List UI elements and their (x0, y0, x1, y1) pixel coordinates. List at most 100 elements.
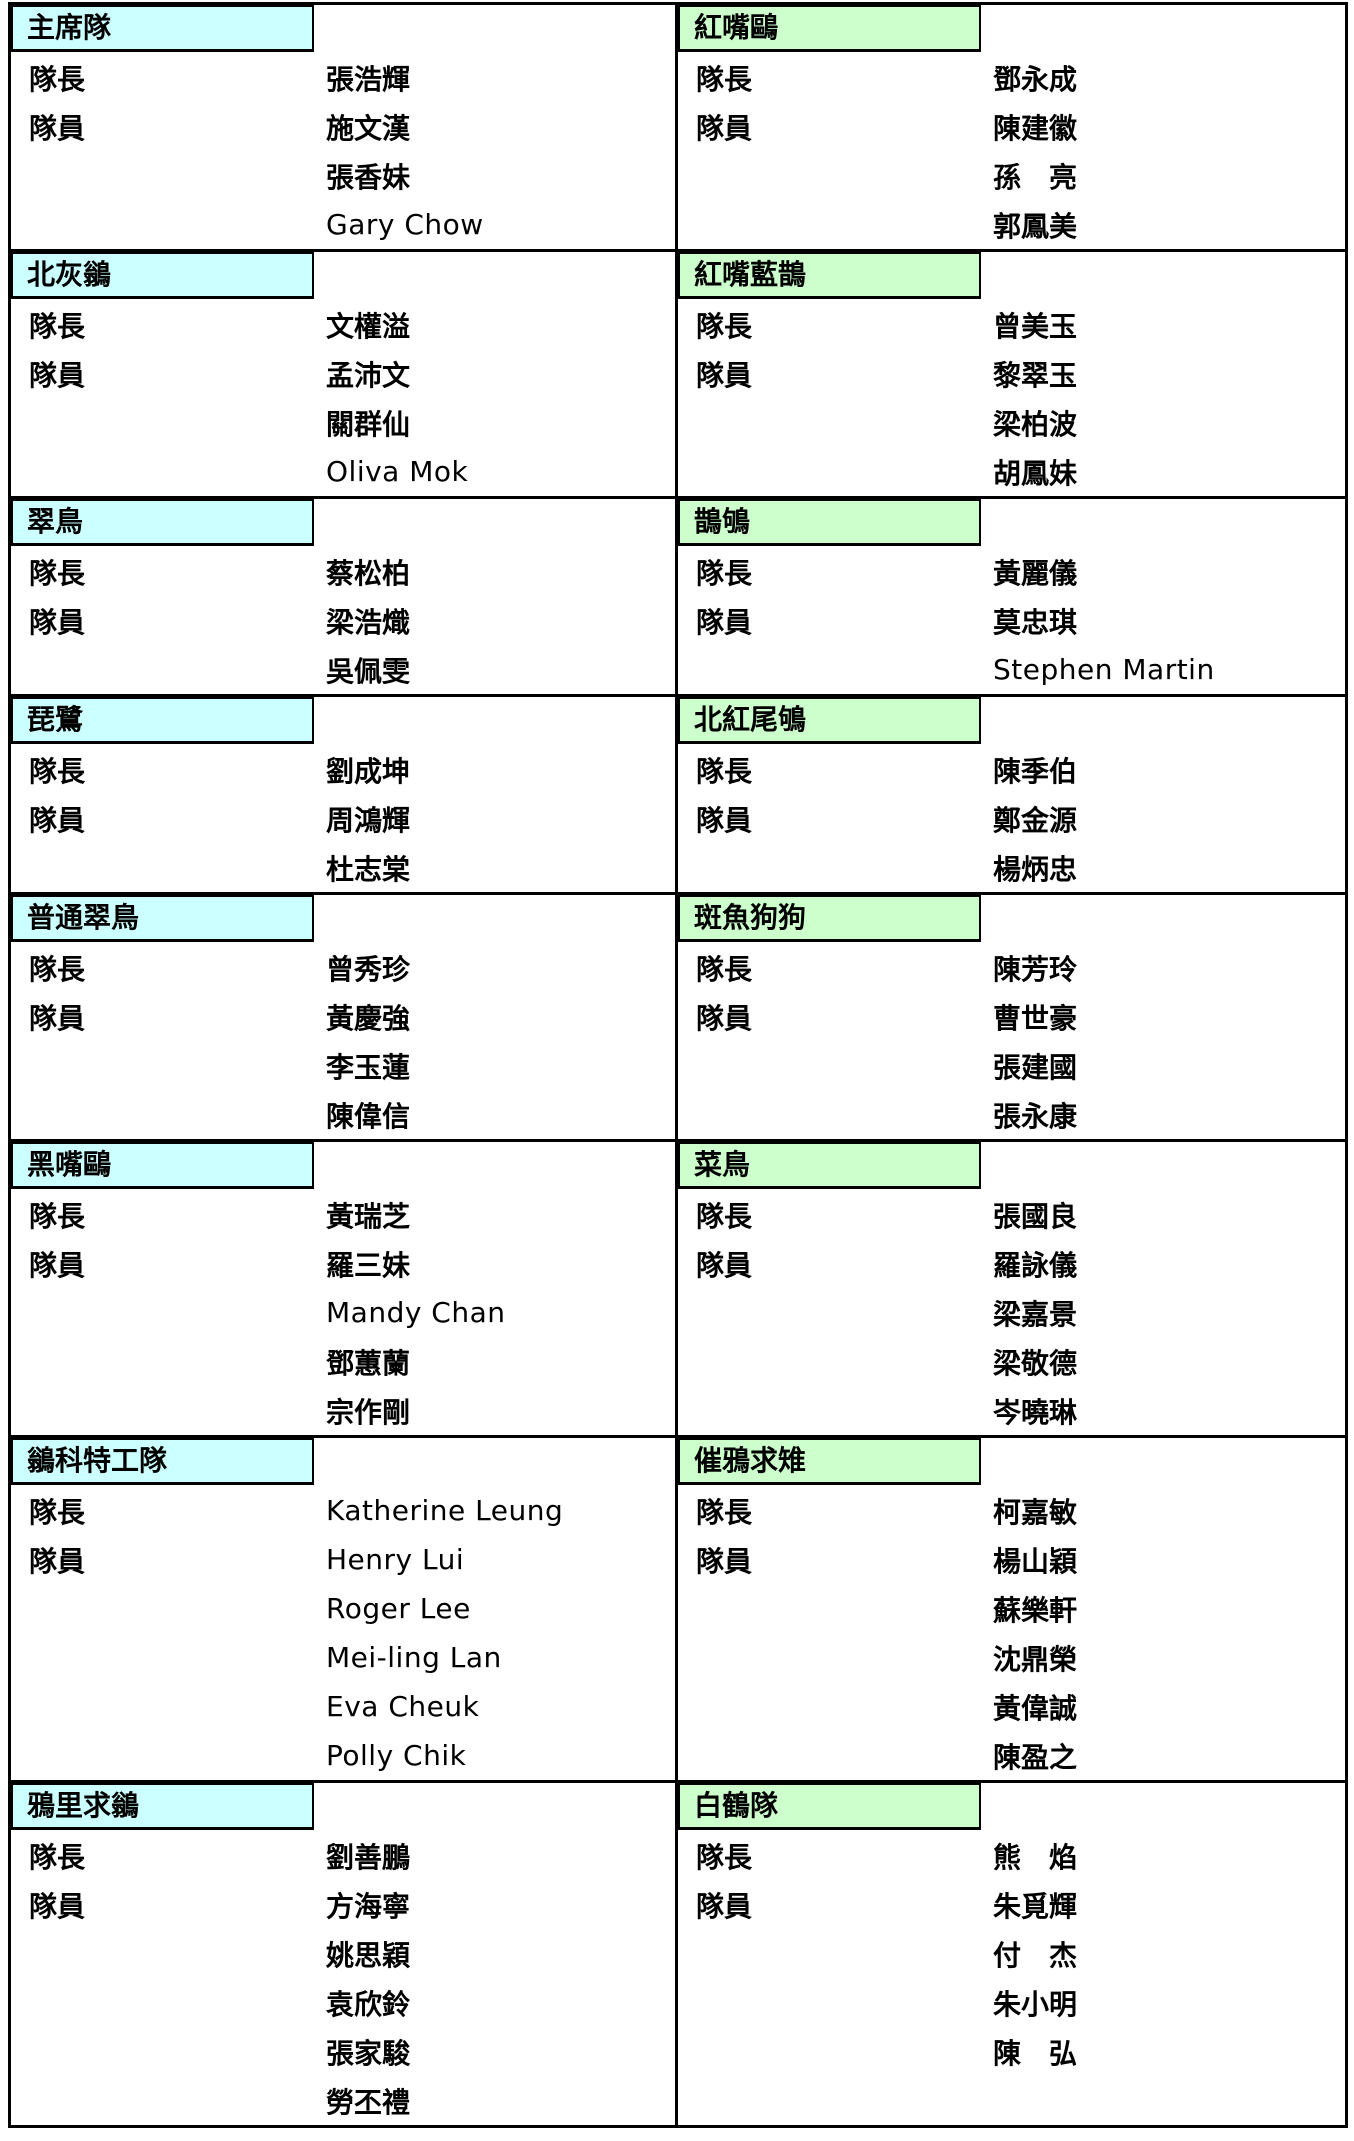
person-name: 岑曉琳 (993, 1395, 1078, 1429)
role-label: 隊員 (29, 803, 86, 837)
person-name: 蔡松柏 (326, 556, 411, 590)
person-name: 梁浩熾 (326, 605, 411, 639)
role-label: 隊員 (696, 111, 753, 145)
person-name: 方海寧 (326, 1889, 411, 1923)
person-name: 吳佩雯 (326, 654, 411, 688)
team-name-header: 翠鳥 (11, 499, 314, 546)
role-label: 隊員 (29, 1544, 86, 1578)
team-block-left: 主席隊 隊長 張浩輝 隊員 施文漢 張香妹 Gary Chow (11, 5, 678, 249)
person-name: 朱小明 (993, 1987, 1078, 2021)
member-row: 陳 弘 (678, 2027, 1345, 2076)
person-name: 梁嘉景 (993, 1297, 1078, 1331)
team-block-right: 催鴉求雉 隊長 柯嘉敏 隊員 楊山穎 蘇樂軒 沈鼎榮 黃偉誠 陳盈之 (678, 1438, 1345, 1780)
member-row: 鄧蕙蘭 (11, 1337, 675, 1386)
member-row: Polly Chik (11, 1731, 675, 1780)
member-row: Mandy Chan (11, 1288, 675, 1337)
member-row: 陳盈之 (678, 1731, 1345, 1780)
role-label: 隊長 (696, 1840, 753, 1874)
role-label: 隊長 (696, 1495, 753, 1529)
person-name: 曾秀珍 (326, 952, 411, 986)
member-row: 隊員 方海寧 (11, 1880, 675, 1929)
person-name: 陳盈之 (993, 1740, 1078, 1774)
role-label: 隊員 (696, 1544, 753, 1578)
role-label: 隊長 (696, 309, 753, 343)
person-name: 姚思穎 (326, 1938, 411, 1972)
team-block-left: 鴉里求鶲隊長 劉善鵬隊員 方海寧姚思穎袁欣鈴張家駿勞丕禮 (11, 1783, 678, 2125)
team-header-row: 鴉里求鶲 (11, 1783, 675, 1831)
member-row: 隊員 孟沛文 (11, 349, 675, 398)
team-name-header: 斑魚狗狗 (678, 895, 981, 942)
member-row: 隊員 周鴻輝 (11, 794, 675, 843)
team-block-row: 黑嘴鷗 隊長 黃瑞芝 隊員 羅三妹 Mandy Chan 鄧蕙蘭 宗作剛 菜鳥 隊長 張國良 隊員 羅詠… (11, 1139, 1345, 1435)
member-row: 梁敬德 (678, 1337, 1345, 1386)
member-row: 隊長 張浩輝 (11, 53, 675, 102)
member-row: 隊長 陳芳玲 (678, 943, 1345, 992)
team-name-header: 黑嘴鷗 (11, 1142, 314, 1189)
role-label: 隊長 (696, 952, 753, 986)
person-name: 羅詠儀 (993, 1248, 1078, 1282)
person-name: 付 杰 (993, 1938, 1078, 1972)
member-row: 隊員 楊山穎 (678, 1535, 1345, 1584)
person-name: 梁柏波 (993, 407, 1078, 441)
person-name: 勞丕禮 (326, 2085, 411, 2119)
person-name: 黃瑞芝 (326, 1199, 411, 1233)
member-row: 孫 亮 (678, 151, 1345, 200)
person-name: 黃麗儀 (993, 556, 1078, 590)
member-row: 杜志棠 (11, 843, 675, 892)
member-row: Oliva Mok (11, 447, 675, 496)
person-name: 陳偉信 (326, 1099, 411, 1133)
person-name: 楊炳忠 (993, 852, 1078, 886)
role-label: 隊長 (29, 1840, 86, 1874)
role-label: 隊長 (696, 754, 753, 788)
team-name-header: 主席隊 (11, 5, 314, 52)
role-label: 隊員 (29, 1889, 86, 1923)
person-name: 張浩輝 (326, 62, 411, 96)
member-row: 吳佩雯 (11, 645, 675, 694)
team-block-row: 普通翠鳥 隊長 曾秀珍 隊員 黃慶強 李玉蓮 陳偉信 斑魚狗狗 隊長 陳芳玲 隊員 曹世豪 張建國 張永康 (11, 892, 1345, 1139)
role-label: 隊員 (29, 1001, 86, 1035)
role-label: 隊員 (696, 358, 753, 392)
team-header-row: 紅嘴鷗 (678, 5, 1345, 53)
team-block-row: 鶲科特工隊 隊長 Katherine Leung 隊員 Henry Lui Roger L… (11, 1435, 1345, 1780)
member-row: 隊員 鄭金源 (678, 794, 1345, 843)
member-row: 隊長 張國良 (678, 1190, 1345, 1239)
role-label: 隊長 (29, 309, 86, 343)
person-name: 黎翠玉 (993, 358, 1078, 392)
team-roster-table: 主席隊 隊長 張浩輝 隊員 施文漢 張香妹 Gary Chow 紅嘴鷗 隊長 鄧永成 隊員 陳建徽孫 … (8, 2, 1348, 2128)
person-name: 劉善鵬 (326, 1840, 411, 1874)
person-name: 周鴻輝 (326, 803, 411, 837)
person-name: 張永康 (993, 1099, 1078, 1133)
team-block-row: 主席隊 隊長 張浩輝 隊員 施文漢 張香妹 Gary Chow 紅嘴鷗 隊長 鄧永成 隊員 陳建徽孫 … (11, 5, 1345, 249)
team-header-row: 菜鳥 (678, 1142, 1345, 1190)
person-name: 關群仙 (326, 407, 411, 441)
member-row: 張香妹 (11, 151, 675, 200)
role-label: 隊員 (29, 111, 86, 145)
person-name: 熊 焰 (993, 1840, 1078, 1874)
team-name-header: 鶲科特工隊 (11, 1438, 314, 1485)
person-name: 莫忠琪 (993, 605, 1078, 639)
team-name-header: 北紅尾鴝 (678, 697, 981, 744)
team-name-header: 鴉里求鶲 (11, 1783, 314, 1830)
role-label: 隊長 (696, 1199, 753, 1233)
team-name-header: 紅嘴藍鵲 (678, 252, 981, 299)
member-row: 隊員 陳建徽 (678, 102, 1345, 151)
person-name: 張建國 (993, 1050, 1078, 1084)
role-label: 隊長 (29, 1199, 86, 1233)
member-row: 隊長 熊 焰 (678, 1831, 1345, 1880)
person-name: 梁敬德 (993, 1346, 1078, 1380)
member-row: 隊員 羅三妹 (11, 1239, 675, 1288)
person-name: 張家駿 (326, 2036, 411, 2070)
person-name: Eva Cheuk (326, 1690, 480, 1723)
person-name: 袁欣鈴 (326, 1987, 411, 2021)
person-name: 曾美玉 (993, 309, 1078, 343)
person-name: 楊山穎 (993, 1544, 1078, 1578)
member-row: 宗作剛 (11, 1386, 675, 1435)
role-label: 隊長 (29, 754, 86, 788)
member-row: 梁柏波 (678, 398, 1345, 447)
person-name: 張國良 (993, 1199, 1078, 1233)
team-header-row: 北紅尾鴝 (678, 697, 1345, 745)
team-block-right: 紅嘴鷗 隊長 鄧永成 隊員 陳建徽孫 亮郭鳳美 (678, 5, 1345, 249)
member-row: 陳偉信 (11, 1090, 675, 1139)
team-block-row: 鴉里求鶲 隊長 劉善鵬 隊員 方海寧 姚思穎 袁欣鈴 張家駿 勞丕禮 白鶴隊 隊長 熊 焰隊員 朱覓輝付… (11, 1780, 1345, 2125)
